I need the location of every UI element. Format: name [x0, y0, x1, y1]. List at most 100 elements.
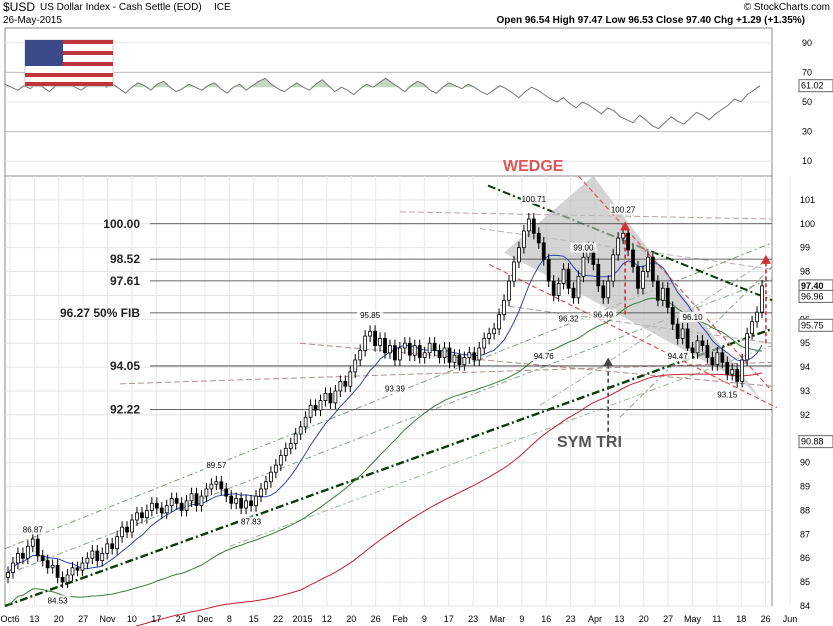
candle-body	[254, 495, 258, 507]
level-label: 97.61	[110, 274, 140, 288]
rsi-overbought-fill	[5, 78, 760, 88]
candle-body	[631, 249, 635, 268]
price-callout-bg	[520, 193, 547, 204]
price-tick-label: 101	[800, 195, 815, 205]
wedge-target-arrow-head	[620, 221, 631, 231]
value-marker-box	[798, 318, 833, 332]
candle-body	[517, 247, 521, 263]
price-callout: 99.00	[573, 244, 594, 253]
candle-body	[358, 349, 363, 361]
price-tick-label: 88	[800, 505, 810, 515]
candle-body	[6, 572, 10, 578]
price-callout: 84.53	[48, 596, 69, 605]
candle-body	[457, 354, 462, 366]
candle-body	[397, 347, 402, 361]
rsi-panel: 90 70 50 30 10 61.02	[4, 27, 833, 177]
time-tick-label: 8	[227, 614, 232, 624]
time-tick-label: 26	[761, 614, 771, 624]
candle-body	[95, 550, 100, 562]
candle-body	[229, 495, 234, 504]
candle-body	[219, 481, 224, 490]
candle-body	[407, 342, 412, 356]
candle-body	[601, 285, 606, 299]
candle-body	[145, 510, 149, 519]
svg-text:61.02: 61.02	[801, 81, 824, 91]
candle-body	[224, 488, 229, 497]
candle-body	[472, 352, 477, 361]
candle-body	[675, 323, 680, 339]
candle-body	[308, 404, 313, 418]
value-marker-label: 96.96	[801, 291, 824, 301]
price-callout-bg	[44, 595, 71, 606]
candle-body	[164, 505, 169, 514]
candle-body	[174, 498, 179, 504]
time-tick-label: 9	[422, 614, 427, 624]
candle-body	[427, 342, 432, 354]
candle-body	[442, 347, 447, 358]
candle-body	[546, 259, 551, 282]
candle-body	[492, 328, 497, 335]
candle-body	[313, 404, 318, 411]
candle-body	[447, 347, 452, 363]
candle-body	[740, 359, 745, 382]
time-tick-label: 2015	[292, 614, 312, 624]
value-marker-label: 90.88	[801, 437, 824, 447]
time-tick-label: Mar	[490, 614, 506, 624]
price-tick-label: 98	[800, 267, 810, 277]
level-label: 96.27 50% FIB	[60, 306, 140, 320]
candle-body	[626, 232, 630, 251]
candle-body	[680, 328, 685, 339]
candle-body	[130, 519, 134, 533]
candle-body	[80, 562, 85, 571]
candle-body	[70, 567, 75, 576]
price-tick-label: 100	[800, 219, 815, 229]
value-marker-label: 97.40	[801, 281, 824, 291]
candle-body	[40, 555, 45, 562]
candle-body	[571, 287, 576, 299]
candle-body	[581, 256, 586, 277]
level-label: 100.00	[103, 217, 140, 231]
time-tick-label: Nov	[99, 614, 116, 624]
candle-body	[149, 502, 154, 511]
value-marker-box	[798, 289, 833, 303]
candle-body	[502, 299, 506, 315]
candle-body	[45, 560, 50, 569]
candle-body	[348, 371, 353, 387]
wedge-breakout-arrow-head	[760, 254, 771, 264]
candle-body	[125, 526, 129, 533]
level-label: 94.05	[110, 359, 140, 373]
wedge-lower-line	[488, 263, 778, 409]
candle-body	[730, 369, 735, 375]
time-tick-label: 20	[346, 614, 356, 624]
time-tick-label: 26	[371, 614, 381, 624]
candle-body	[482, 338, 487, 349]
candle-body	[273, 464, 278, 473]
index-name: US Dollar Index - Cash Settle (EOD)	[40, 2, 202, 13]
candle-body	[135, 512, 139, 521]
candle-body	[16, 553, 20, 564]
candle-body	[303, 416, 308, 428]
candle-body	[432, 342, 437, 351]
candle-body	[35, 538, 40, 557]
price-callout-bg	[555, 313, 582, 324]
time-tick-label: 22	[273, 614, 283, 624]
price-callout: 95.85	[360, 311, 381, 320]
candle-body	[665, 287, 670, 308]
time-tick-label: 23	[566, 614, 576, 624]
trend-channel-line	[487, 184, 773, 302]
ma-medium-line	[7, 297, 763, 607]
price-callout-bg	[19, 524, 46, 535]
candle-body	[715, 352, 720, 366]
price-callout-bg	[664, 350, 691, 361]
candle-body	[159, 507, 164, 514]
candle-body	[690, 347, 695, 354]
candle-body	[755, 311, 759, 323]
price-tick-label: 93	[800, 386, 810, 396]
candle-body	[705, 345, 710, 358]
candle-body	[333, 390, 338, 404]
candle-body	[750, 321, 754, 335]
candle-body	[110, 543, 115, 550]
rsi-tick-label: 10	[802, 156, 812, 166]
candle-body	[90, 550, 95, 559]
